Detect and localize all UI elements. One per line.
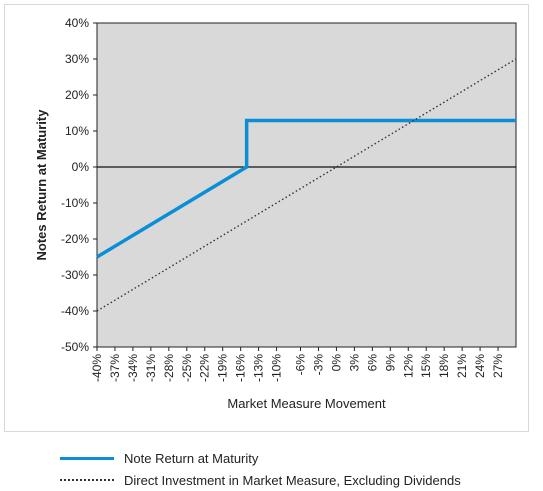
legend-item-direct-investment: Direct Investment in Market Measure, Exc… [60,469,530,491]
y-axis-title: Notes Return at Maturity [34,109,49,261]
y-tick-label: 0% [72,160,90,174]
x-tick-label: 15% [419,354,433,378]
legend-item-note-return: Note Return at Maturity [60,447,530,469]
legend: Note Return at Maturity Direct Investmen… [60,447,530,491]
x-tick-label: -22% [198,354,212,382]
x-tick-label: 0% [329,354,343,372]
x-tick-label: -28% [162,354,176,382]
x-tick-label: -25% [180,354,194,382]
legend-label-note-return: Note Return at Maturity [124,450,259,466]
x-tick-label: 18% [437,354,451,378]
x-tick-label: 24% [473,354,487,378]
series-line-0 [96,118,516,259]
legend-swatch-direct-investment [60,479,114,481]
legend-label-direct-investment: Direct Investment in Market Measure, Exc… [124,472,461,488]
y-tick-label: 40% [65,16,89,30]
x-tick-label: -3% [311,354,325,376]
y-tick-label: -50% [61,340,89,354]
x-tick-label: -31% [144,354,158,382]
y-tick-label: -20% [61,232,89,246]
y-tick-label: 10% [65,124,89,138]
y-tick-label: -30% [61,268,89,282]
y-tick-label: 20% [65,88,89,102]
chart-svg: 40%30%20%10%0%-10%-20%-30%-40%-50%-40% -3… [34,16,517,411]
y-tick-label: 30% [65,52,89,66]
x-tick-label: -6% [294,354,308,376]
x-tick-label: -10% [270,354,284,382]
x-tick-label: -13% [252,354,266,382]
x-tick-label: 27% [491,354,505,378]
x-tick-label: 6% [365,354,379,372]
x-tick-label: -16% [234,354,248,382]
x-tick-label: 12% [401,354,415,378]
x-tick-label: -40% [90,354,104,382]
x-tick-label: -19% [216,354,230,382]
x-axis-title: Market Measure Movement [227,396,386,411]
x-tick-label: -37% [108,354,122,382]
series-line-1 [96,58,517,312]
x-tick-label: 3% [347,354,361,372]
x-tick-label: -34% [126,354,140,382]
legend-swatch-note-return [60,456,114,460]
y-tick-label: -40% [61,304,89,318]
x-tick-label: 21% [455,354,469,378]
x-tick-label: 9% [383,354,397,372]
y-tick-label: -10% [61,196,89,210]
